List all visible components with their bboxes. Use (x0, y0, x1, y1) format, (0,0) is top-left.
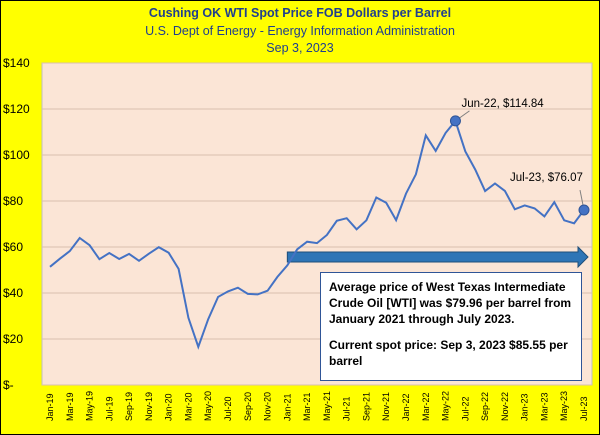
chart-date: Sep 3, 2023 (266, 41, 334, 55)
x-tick-label: Nov-20 (263, 392, 273, 421)
annotations: Jun-22, $114.84 Jul-23, $76.07 (449, 98, 590, 216)
y-tick-label: $60 (3, 240, 23, 254)
x-tick-label: Sep-20 (243, 392, 253, 421)
annotation-marker (449, 115, 461, 127)
x-tick-label: Jul-19 (104, 396, 114, 421)
x-tick-label: Nov-19 (144, 392, 154, 421)
series-line (49, 118, 585, 350)
y-tick-label: $40 (3, 286, 23, 300)
annotation-label: Jul-23, $76.07 (510, 172, 583, 184)
y-tick-label: $- (3, 378, 14, 392)
y-tick-label: $140 (3, 56, 30, 70)
x-axis-labels: Jan-19 Mar-19 May-19 Jul-19 Sep-19 Nov-19 Jan-… (45, 391, 589, 421)
info-textbox: Average price of West Texas Intermediate… (320, 272, 582, 381)
x-tick-label: May-22 (441, 391, 451, 421)
x-tick-label: Jan-19 (45, 393, 55, 421)
annotation-marker (578, 204, 590, 216)
average-price-text: Average price of West Texas Intermediate… (329, 280, 572, 326)
x-tick-label: Mar-19 (65, 392, 75, 421)
x-tick-label: Mar-23 (539, 392, 549, 421)
y-tick-label: $20 (3, 332, 23, 346)
y-axis-labels: $- $20 $40 $60 $80 $100 $120 $140 (3, 56, 30, 392)
x-tick-label: Mar-21 (302, 392, 312, 421)
x-tick-label: Jan-21 (282, 393, 292, 421)
x-tick-label: Jan-22 (401, 393, 411, 421)
x-tick-label: Jul-20 (223, 396, 233, 421)
x-tick-label: Sep-22 (480, 392, 490, 421)
x-tick-label: Jan-20 (164, 393, 174, 421)
annotation-label: Jun-22, $114.84 (461, 98, 544, 110)
x-tick-label: Sep-19 (124, 392, 134, 421)
x-tick-label: Jul-23 (579, 396, 589, 421)
x-tick-label: Jul-22 (460, 396, 470, 421)
x-tick-label: Mar-20 (183, 392, 193, 421)
x-tick-label: May-20 (203, 391, 213, 421)
current-price-text: Current spot price: Sep 3, 2023 $85.55 p… (329, 338, 568, 368)
x-tick-label: Mar-22 (421, 392, 431, 421)
x-tick-label: Nov-22 (500, 392, 510, 421)
chart-subtitle: U.S. Dept of Energy - Energy Information… (145, 24, 455, 38)
y-tick-label: $80 (3, 194, 23, 208)
x-tick-label: Jan-23 (520, 393, 530, 421)
x-tick-label: Sep-21 (361, 392, 371, 421)
average-arrow-shape (286, 245, 589, 269)
x-tick-label: May-21 (322, 391, 332, 421)
chart-title: Cushing OK WTI Spot Price FOB Dollars pe… (148, 6, 452, 20)
x-tick-label: May-19 (85, 391, 95, 421)
x-tick-label: Nov-21 (381, 392, 391, 421)
average-arrow (286, 245, 589, 269)
x-tick-label: Jul-21 (342, 396, 352, 421)
y-tick-label: $120 (3, 102, 30, 116)
x-tick-label: May-23 (559, 391, 569, 421)
y-tick-label: $100 (3, 148, 30, 162)
